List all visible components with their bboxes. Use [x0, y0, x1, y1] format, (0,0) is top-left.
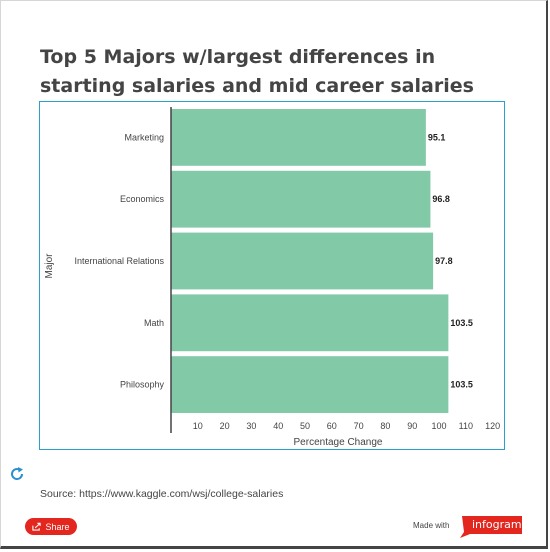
x-tick-label: 70: [354, 421, 364, 431]
bar: [171, 232, 434, 290]
data-label: 103.5: [450, 318, 473, 328]
category-label: Math: [144, 318, 164, 328]
bar: [171, 356, 449, 413]
bar: [171, 294, 449, 352]
x-tick-label: 60: [327, 421, 337, 431]
data-label: 95.1: [428, 132, 446, 142]
chart-title: Top 5 Majors w/largest differences in st…: [40, 46, 474, 97]
brand-logo[interactable]: infogram: [472, 518, 522, 531]
source-note: Source: https://www.kaggle.com/wsj/colle…: [40, 488, 284, 500]
bar: [171, 109, 426, 166]
x-tick-label: 20: [220, 421, 230, 431]
x-tick-label: 80: [380, 421, 390, 431]
share-icon: [32, 522, 42, 531]
bar-chart: Marketing 95.1 Economics 96.8 International …: [44, 107, 500, 448]
data-label: 103.5: [450, 380, 473, 390]
category-label: Economics: [120, 194, 165, 204]
x-tick-label: 100: [431, 421, 446, 431]
bar: [171, 170, 431, 228]
refresh-icon[interactable]: [9, 466, 25, 482]
x-tick-label: 110: [459, 421, 473, 431]
y-axis-label: Major: [44, 253, 55, 279]
x-tick-label: 30: [246, 421, 256, 431]
chart-area: Marketing 95.1 Economics 96.8 International …: [39, 101, 505, 450]
x-tick-label: 50: [300, 421, 310, 431]
x-tick-label: 40: [273, 421, 283, 431]
share-button[interactable]: Share: [25, 518, 77, 535]
category-label: Marketing: [124, 132, 164, 142]
category-label: Philosophy: [120, 380, 165, 390]
made-with-label: Made with: [413, 521, 450, 530]
x-tick-label: 90: [407, 421, 417, 431]
brand-badge[interactable]: [456, 514, 524, 539]
x-tick-label: 120: [485, 421, 500, 431]
data-label: 96.8: [432, 194, 450, 204]
data-label: 97.8: [435, 256, 453, 266]
category-label: International Relations: [74, 256, 164, 266]
x-tick-label: 10: [193, 421, 203, 431]
x-axis-label: Percentage Change: [294, 437, 383, 448]
share-label: Share: [45, 521, 70, 532]
